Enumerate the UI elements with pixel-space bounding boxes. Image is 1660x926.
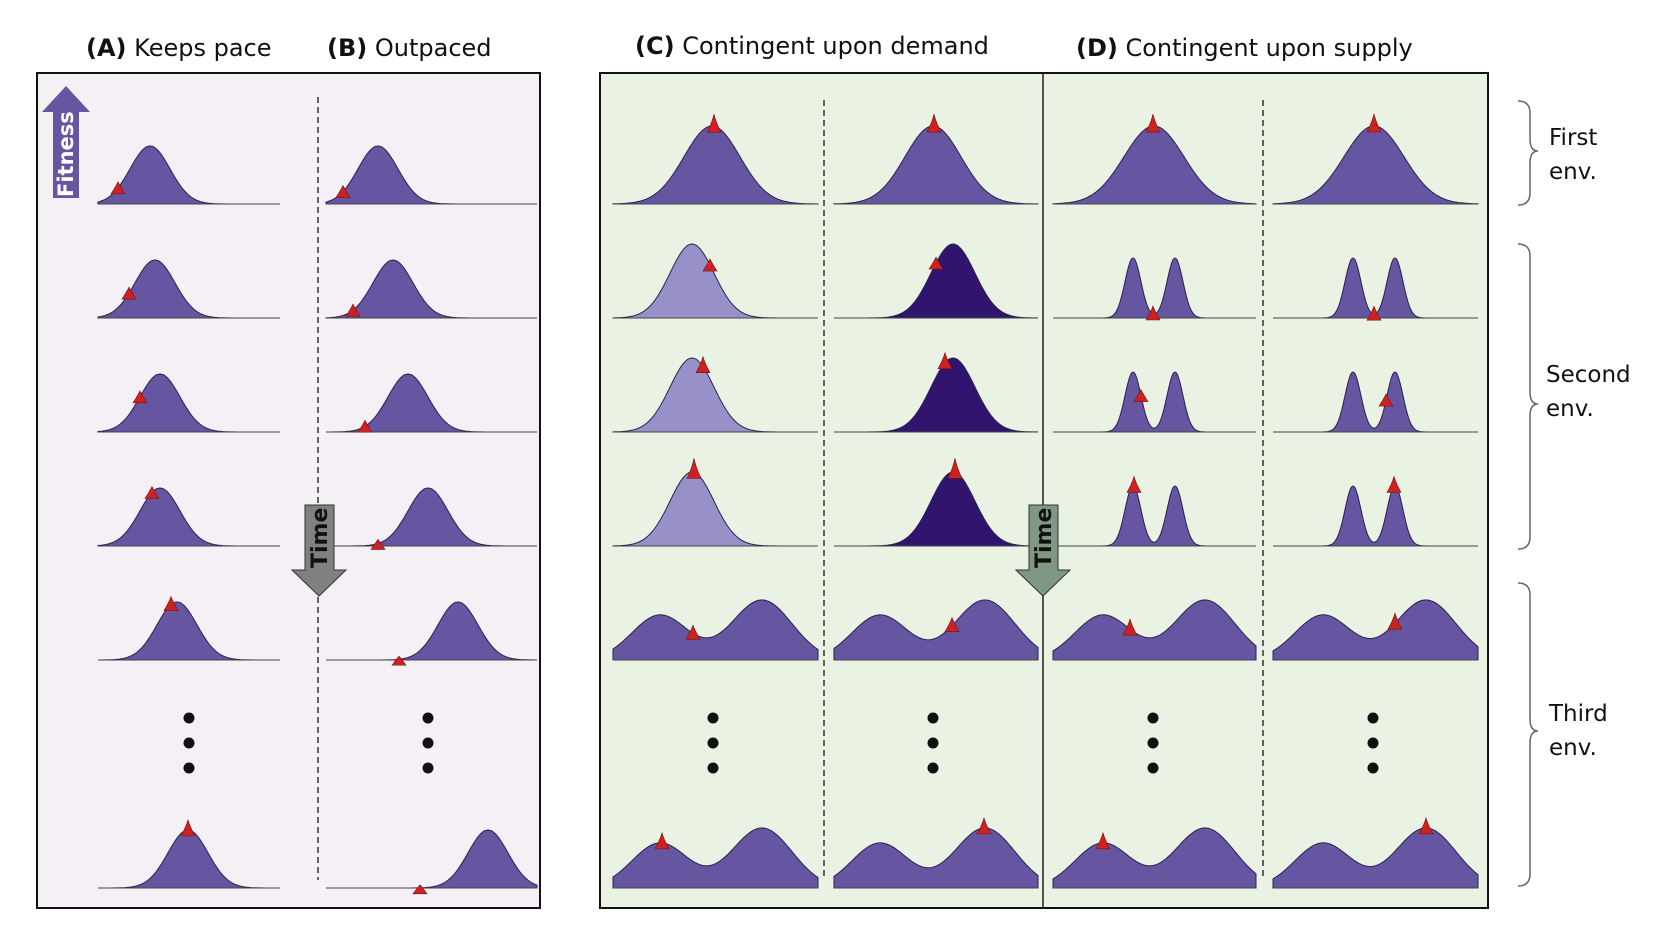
ellipsis-dots — [183, 712, 1379, 774]
env-third-line2: env. — [1549, 735, 1597, 761]
brace-first-env — [1517, 100, 1539, 206]
env-label-third: Third env. — [1549, 697, 1608, 765]
mutant-peak — [1386, 475, 1402, 493]
ellipsis-dot — [1147, 762, 1159, 774]
ellipsis-dot — [1147, 712, 1159, 724]
title-contingent-demand: (C) Contingent upon demand — [635, 32, 989, 60]
time-arrow-left-label: Time — [308, 508, 333, 568]
mutant-peak — [1378, 393, 1394, 407]
ellipsis-dot — [927, 737, 939, 749]
mutant-peak — [144, 485, 160, 499]
mutant-peak — [926, 113, 942, 133]
distribution-d-right — [1272, 827, 1479, 889]
mutant-peak — [937, 351, 953, 370]
ellipsis-dot — [1147, 737, 1159, 749]
time-arrow-left: Time — [290, 504, 348, 597]
mutant-peak — [370, 538, 386, 550]
env-second-line2: env. — [1546, 396, 1594, 422]
title-a-text: Keeps pace — [126, 34, 272, 62]
ellipsis-dot — [183, 762, 195, 774]
mutant-peak — [1418, 816, 1434, 835]
title-contingent-supply: (D) Contingent upon supply — [1076, 34, 1413, 62]
title-b-letter: (B) — [327, 34, 368, 62]
title-a-letter: (A) — [86, 34, 127, 62]
mutant-peak — [944, 616, 960, 632]
mutant-peak — [1126, 475, 1142, 493]
fitness-arrow-label: Fitness — [54, 111, 78, 197]
mutant-peak — [685, 624, 701, 640]
time-arrow-right: Time — [1014, 504, 1072, 597]
ellipsis-dot — [422, 737, 434, 749]
ellipsis-dot — [707, 712, 719, 724]
ellipsis-dot — [1367, 737, 1379, 749]
ellipsis-dot — [1367, 712, 1379, 724]
title-d-letter: (D) — [1076, 34, 1118, 62]
mutant-peak — [654, 831, 670, 850]
mutant-peak — [706, 114, 722, 133]
mutant-peak — [391, 655, 407, 666]
mutant-peak — [1366, 305, 1382, 321]
distribution-c-left — [612, 599, 819, 661]
mutant-peak — [163, 595, 179, 611]
time-arrow-right-label: Time — [1032, 508, 1057, 568]
brace-second-env — [1517, 243, 1539, 550]
mutant-peak — [1145, 113, 1161, 133]
mutant-peak — [1366, 113, 1382, 133]
mutant-peak — [1122, 618, 1138, 636]
mutant-peak — [412, 884, 428, 895]
mutant-peak — [695, 355, 711, 373]
title-c-text: Contingent upon demand — [674, 32, 989, 60]
title-outpaced: (B) Outpaced — [327, 34, 492, 62]
title-c-letter: (C) — [635, 32, 675, 60]
panel-contingent — [599, 72, 1489, 909]
mutant-peak — [1133, 388, 1149, 402]
ellipsis-dot — [183, 712, 195, 724]
mutant-peak — [947, 458, 963, 479]
env-second-line1: Second — [1546, 362, 1631, 388]
ellipsis-dot — [927, 712, 939, 724]
mutant-peak — [1095, 831, 1111, 850]
env-first-line1: First — [1549, 125, 1598, 151]
env-label-first: First env. — [1549, 121, 1597, 189]
mutant-peak — [928, 256, 944, 270]
mutant-peak — [686, 458, 702, 479]
env-third-line1: Third — [1549, 701, 1608, 727]
mutant-peak — [132, 390, 148, 404]
fitness-arrow: Fitness — [42, 86, 90, 198]
ellipsis-dot — [707, 762, 719, 774]
ellipsis-dot — [422, 712, 434, 724]
mutant-peak — [357, 419, 373, 433]
ellipsis-dot — [927, 762, 939, 774]
mutant-peak — [180, 818, 196, 837]
mutant-peak — [345, 303, 361, 317]
mutant-peak — [976, 816, 992, 835]
distribution-c-right — [833, 827, 1039, 889]
distribution-curves — [97, 113, 1479, 895]
mutant-peak — [121, 286, 137, 300]
ellipsis-dot — [707, 737, 719, 749]
ellipsis-dot — [422, 762, 434, 774]
mutant-peak — [110, 181, 126, 195]
title-b-text: Outpaced — [367, 34, 492, 62]
distribution-d-right — [1272, 599, 1479, 661]
mutant-peak — [702, 258, 718, 272]
env-label-second: Second env. — [1546, 358, 1631, 426]
title-d-text: Contingent upon supply — [1117, 34, 1413, 62]
ellipsis-dot — [183, 737, 195, 749]
panel-keeps-pace-outpaced — [36, 72, 541, 909]
brace-third-env — [1517, 582, 1539, 887]
distribution-d-left — [1052, 599, 1257, 661]
mutant-peak — [1387, 612, 1403, 630]
env-first-line2: env. — [1549, 159, 1597, 185]
distribution-c-right — [833, 599, 1039, 661]
ellipsis-dot — [1367, 762, 1379, 774]
mutant-peak — [335, 184, 351, 198]
title-keeps-pace: (A) Keeps pace — [86, 34, 272, 62]
distribution-c-left — [612, 827, 819, 889]
mutant-peak — [1145, 305, 1161, 321]
